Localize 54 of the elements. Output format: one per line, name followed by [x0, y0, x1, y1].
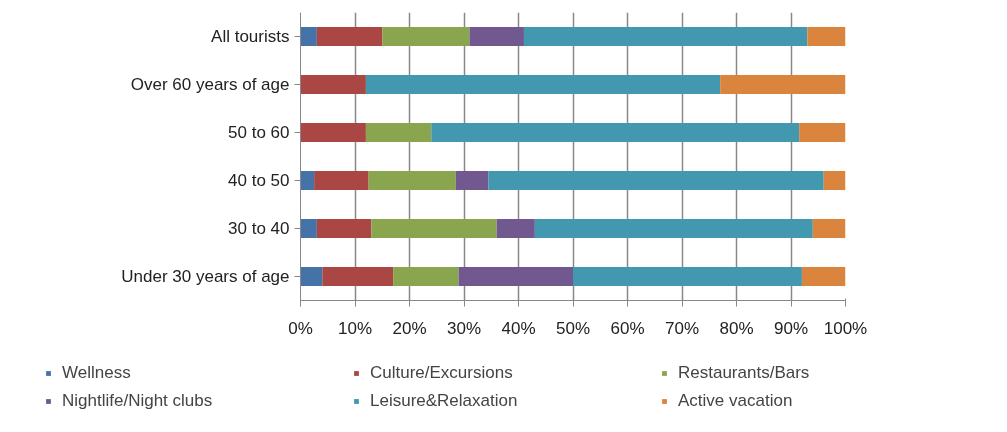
- bar: [300, 218, 317, 239]
- bar: [300, 74, 366, 95]
- bar: [393, 266, 459, 287]
- y-tick-label: 30 to 40: [228, 219, 290, 238]
- bar: [573, 266, 802, 287]
- bar: [300, 122, 366, 143]
- bar: [300, 170, 315, 191]
- x-tick-label: 20%: [392, 318, 427, 338]
- bar: [455, 170, 489, 191]
- x-tick-label: 30%: [446, 318, 482, 338]
- x-tick-label: 60%: [610, 318, 645, 338]
- bar: [365, 74, 721, 95]
- x-tick-label: 40%: [501, 318, 536, 338]
- bar: [523, 26, 808, 47]
- x-tick-label: 90%: [773, 318, 809, 338]
- bar: [368, 170, 456, 191]
- bar: [365, 122, 432, 143]
- bar: [300, 26, 317, 47]
- bar: [720, 74, 846, 95]
- x-tick-label: 0%: [288, 318, 313, 338]
- bar: [469, 26, 524, 47]
- bar: [322, 266, 394, 287]
- y-tick-label: All tourists: [211, 27, 290, 46]
- bar: [496, 218, 535, 239]
- y-tick-label: 50 to 60: [228, 123, 290, 142]
- bar: [823, 170, 846, 191]
- bar: [458, 266, 573, 287]
- x-tick-label: 10%: [337, 318, 373, 338]
- y-tick-label: Over 60 years of age: [130, 75, 290, 94]
- bar: [534, 218, 813, 239]
- legend-label: Nightlife/Night clubs: [62, 391, 214, 411]
- x-tick-label: 50%: [555, 318, 591, 338]
- y-tick-label: Under 30 years of age: [121, 267, 290, 286]
- x-tick-label: 100%: [823, 318, 868, 338]
- bar: [314, 170, 369, 191]
- legend-label: Active vacation: [678, 391, 794, 411]
- bar: [300, 266, 323, 287]
- legend-label: Wellness: [62, 363, 132, 383]
- bar: [801, 266, 846, 287]
- bar: [807, 26, 846, 47]
- bar: [812, 218, 846, 239]
- x-tick-label: 70%: [664, 318, 700, 338]
- legend-label: Leisure&Relaxation: [370, 391, 519, 411]
- bar: [316, 218, 372, 239]
- legend-label: Culture/Excursions: [370, 363, 514, 383]
- x-tick-label: 80%: [719, 318, 754, 338]
- bar: [431, 122, 800, 143]
- y-tick-label: 40 to 50: [228, 171, 290, 190]
- bar: [371, 218, 497, 239]
- bar: [488, 170, 824, 191]
- legend-label: Restaurants/Bars: [678, 363, 811, 383]
- bar: [316, 26, 383, 47]
- bar: [382, 26, 470, 47]
- bar: [799, 122, 846, 143]
